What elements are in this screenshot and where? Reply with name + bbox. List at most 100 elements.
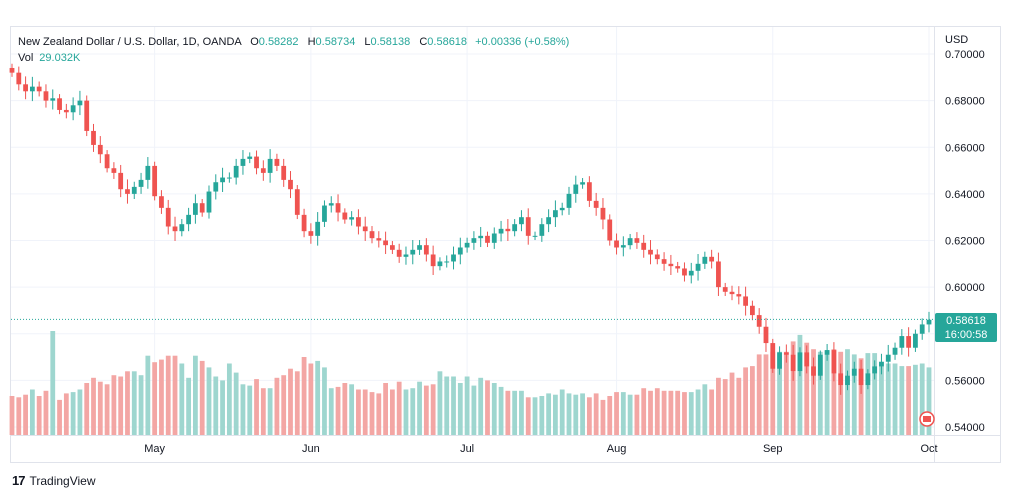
candle-body (362, 226, 368, 232)
volume-bar (16, 397, 22, 435)
volume-bar (43, 390, 49, 435)
brand-name: TradingView (29, 473, 96, 488)
low-label: L (364, 36, 371, 48)
candle-body (566, 193, 572, 208)
x-tick-label: Oct (920, 443, 937, 455)
candle-body (756, 315, 762, 327)
volume-bar (233, 372, 239, 435)
candle-body (620, 245, 626, 248)
candle-body (668, 263, 674, 267)
y-tick-label: 0.66000 (945, 142, 985, 154)
candle-body (131, 186, 137, 194)
candle-body (817, 354, 823, 376)
candle-body (838, 373, 844, 386)
volume-bar (288, 368, 293, 435)
volume-bar (634, 394, 640, 435)
candle-body (91, 130, 96, 145)
volume-bar (600, 399, 606, 435)
volume-legend: Vol 29.032K (18, 51, 80, 66)
candle-body (125, 189, 130, 194)
y-tick-label: 0.56000 (945, 375, 985, 387)
volume-bar (63, 393, 69, 435)
volume-bar (519, 390, 524, 435)
volume-bar (654, 388, 660, 435)
volume-bar (91, 377, 96, 435)
volume-bar (240, 384, 246, 435)
candle-body (573, 184, 579, 194)
volume-bar (57, 399, 62, 435)
candle-body (485, 235, 490, 243)
volume-bar (152, 362, 158, 435)
candle-body (356, 217, 361, 227)
volume-bar (648, 390, 653, 435)
change-value: +0.00336 (+0.58%) (475, 36, 570, 48)
volume-bar (525, 397, 531, 435)
volume-bar (512, 390, 518, 435)
volume-bar (906, 366, 912, 435)
x-tick-label: Jun (302, 443, 320, 455)
candle-body (627, 238, 633, 246)
volume-bar (491, 383, 497, 435)
volume-bar (335, 386, 341, 435)
candle-body (308, 231, 314, 236)
volume-bar (437, 371, 443, 435)
candle-body (661, 259, 667, 264)
candle-body (804, 352, 810, 367)
candle-body (743, 296, 748, 306)
last-price-tag: 0.58618 16:00:58 (935, 313, 997, 342)
candle-body (349, 217, 355, 220)
candle-body (654, 254, 660, 260)
candle-body (315, 221, 321, 236)
volume-bar (824, 350, 830, 435)
candle-body (797, 352, 803, 372)
volume-bar (23, 394, 28, 435)
volume-bar (675, 390, 681, 435)
volume-bar (396, 381, 402, 435)
volume-bar (546, 393, 552, 435)
volume-bar (451, 376, 456, 435)
candle-body (29, 86, 35, 92)
candle-body (519, 217, 524, 225)
candle-body (858, 368, 864, 386)
candle-body (220, 177, 225, 183)
candle-body (342, 212, 348, 220)
candle-body (403, 254, 409, 257)
candle-body (607, 219, 613, 241)
bar-countdown: 16:00:58 (944, 329, 988, 341)
volume-bar (913, 364, 918, 435)
candle-body (763, 326, 769, 344)
volume-bar (362, 389, 368, 435)
candle-body (50, 98, 56, 101)
volume-bar (770, 351, 776, 435)
volume-bar (471, 385, 477, 435)
y-tick-label: 0.70000 (945, 49, 985, 61)
volume-bar (104, 384, 110, 435)
candle-body (70, 105, 76, 113)
volume-bar (369, 392, 375, 435)
candle-body (845, 375, 850, 386)
volume-bar (641, 388, 647, 435)
candle-body (97, 144, 103, 155)
volume-bar (865, 353, 871, 435)
candle-body (885, 354, 891, 362)
candle-body (749, 305, 755, 316)
candle-body (410, 249, 416, 255)
volume-bar (199, 360, 205, 435)
volume-bar (9, 396, 15, 435)
volume-bar (138, 375, 144, 435)
volume-bar (131, 371, 137, 435)
volume-bar (702, 384, 708, 435)
candle-body (199, 203, 205, 213)
candle-body (790, 354, 796, 372)
candle-body (926, 319, 932, 325)
tradingview-brand[interactable]: 17 TradingView (12, 473, 96, 488)
volume-bar (885, 363, 891, 435)
currency-label[interactable]: USD (945, 34, 969, 46)
volume-bar (125, 371, 130, 435)
candle-body (43, 91, 49, 101)
tradingview-logo-icon: 17 (12, 473, 26, 488)
volume-bar (695, 389, 701, 435)
volume-bar (580, 393, 585, 435)
candle-body (328, 203, 334, 206)
